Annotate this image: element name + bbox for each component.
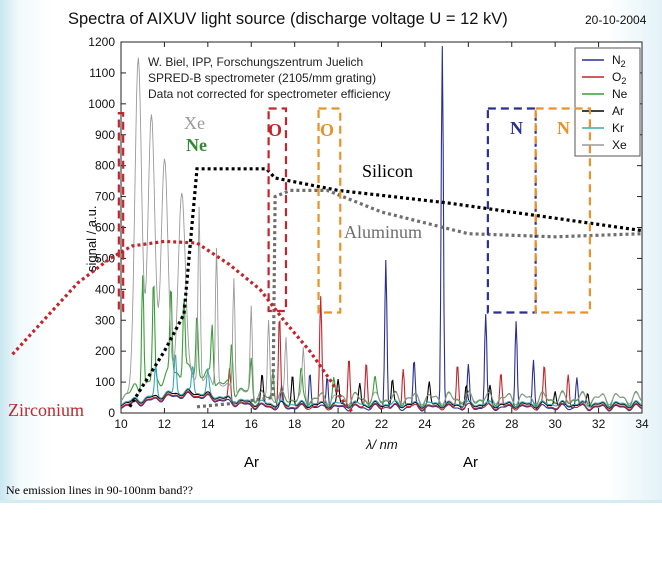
x-tick-label: 34 <box>635 417 649 431</box>
band-label-xe: Xe <box>184 113 205 133</box>
curve-zirconium <box>11 239 355 415</box>
ar-label-left: Ar <box>244 454 259 471</box>
info-line-3: Data not corrected for spectrometer effi… <box>148 87 391 101</box>
band-box-6 <box>534 107 591 314</box>
series-line-ne <box>121 275 642 408</box>
curve-label-aluminum: Aluminum <box>344 222 422 242</box>
legend-label-ar: Ar <box>612 104 624 118</box>
band-box-3 <box>267 107 288 313</box>
legend-box <box>574 47 641 157</box>
info-line-1: W. Biel, IPP, Forschungszentrum Juelich <box>148 55 363 69</box>
legend-label-kr: Kr <box>612 121 624 135</box>
transmission-curves <box>11 167 643 415</box>
y-tick-label: 900 <box>95 128 115 142</box>
y-tick-label: 100 <box>95 375 115 389</box>
x-tick-label: 14 <box>201 417 215 431</box>
series-line-ar <box>121 374 642 409</box>
legend-label-xe: Xe <box>612 138 627 152</box>
band-label-n-blue: N <box>510 118 523 138</box>
bottom-note: Ne emission lines in 90-100nm band?? <box>6 483 193 497</box>
y-tick-label: 600 <box>95 221 115 235</box>
band-box-4 <box>317 107 342 314</box>
x-tick-label: 18 <box>288 417 302 431</box>
info-line-2: SPRED-B spectrometer (2105/mm grating) <box>148 71 376 85</box>
y-tick-label: 1100 <box>89 66 115 80</box>
x-tick-label: 26 <box>462 417 476 431</box>
series-line-o <box>121 296 642 411</box>
axis-ticks: 10 12 14 16 18 20 22 24 26 28 30 32 34 0 100 200 300 400 5… <box>88 35 649 431</box>
x-axis-label: λ/ nm <box>365 437 398 452</box>
x-tick-label: 20 <box>331 417 345 431</box>
series-line-kr <box>121 354 642 408</box>
x-tick-label: 12 <box>158 417 172 431</box>
band-label-n-orange: N <box>557 118 570 138</box>
y-tick-label: 500 <box>95 251 115 265</box>
info-box: W. Biel, IPP, Forschungszentrum Juelich … <box>148 55 391 101</box>
chart-date: 20-10-2004 <box>585 13 647 27</box>
band-label-ne: Ne <box>186 135 207 155</box>
y-tick-label: 1200 <box>88 35 115 49</box>
x-tick-label: 28 <box>505 417 519 431</box>
x-tick-label: 24 <box>418 417 432 431</box>
x-tick-label: 16 <box>245 417 259 431</box>
curve-silicon <box>128 167 643 408</box>
y-tick-label: 1000 <box>88 97 115 111</box>
series-line-n <box>121 45 642 412</box>
curve-label-silicon: Silicon <box>362 161 413 181</box>
curve-label-zirconium: Zirconium <box>8 400 84 420</box>
band-label-o-red: O <box>268 120 282 140</box>
y-tick-label: 0 <box>108 406 115 420</box>
legend-label-ne: Ne <box>612 87 628 101</box>
curve-aluminum <box>196 188 643 409</box>
x-tick-label: 22 <box>375 417 389 431</box>
spectra-lines <box>121 45 642 412</box>
y-tick-label: 400 <box>95 282 115 296</box>
ar-label-right: Ar <box>463 454 478 471</box>
x-tick-label: 32 <box>592 417 606 431</box>
y-tick-label: 200 <box>95 344 115 358</box>
y-axis-label: signal / a.u. <box>84 206 99 273</box>
x-tick-label: 10 <box>114 417 128 431</box>
y-tick-label: 300 <box>95 313 115 327</box>
slide-background: Spectra of AIXUV light source (discharge… <box>0 0 662 503</box>
x-tick-label: 30 <box>548 417 562 431</box>
band-box-0 <box>117 112 125 313</box>
plot-frame <box>120 41 643 414</box>
band-annotations <box>117 107 591 314</box>
y-tick-label: 700 <box>95 190 115 204</box>
spectrum-chart: Spectra of AIXUV light source (discharge… <box>8 10 649 452</box>
band-label-o-orange: O <box>320 120 334 140</box>
band-box-5 <box>486 107 537 314</box>
y-tick-label: 800 <box>95 159 115 173</box>
chart-title: Spectra of AIXUV light source (discharge… <box>68 10 508 28</box>
series-line-xe <box>121 57 642 406</box>
